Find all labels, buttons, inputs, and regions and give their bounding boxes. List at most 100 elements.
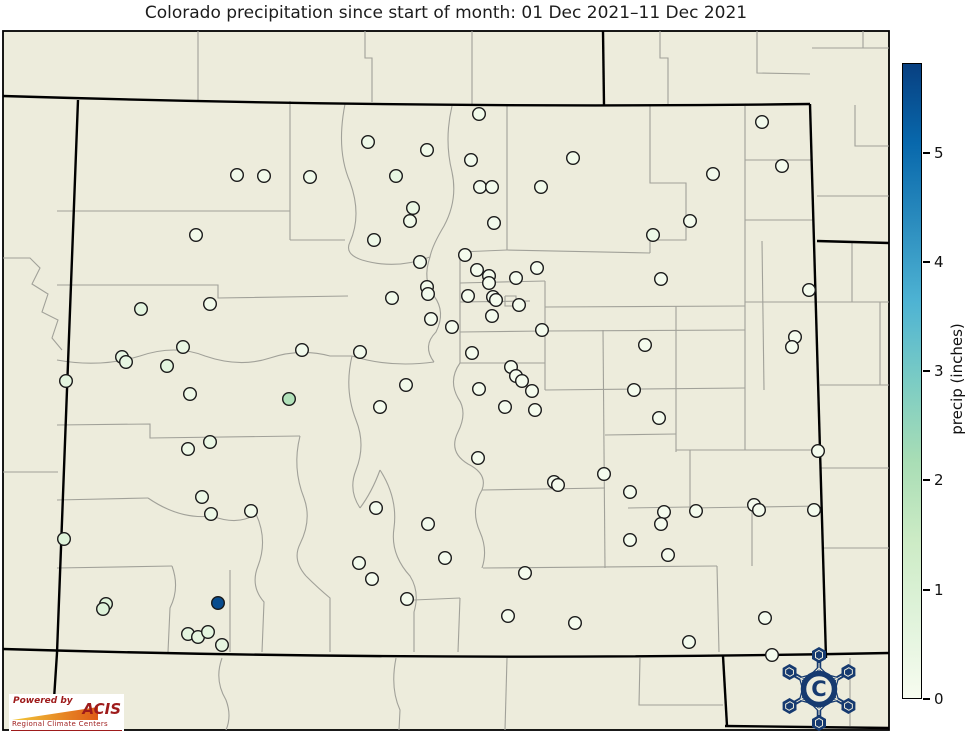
station-dot bbox=[683, 213, 698, 228]
colorbar-tick-label: 3 bbox=[934, 362, 944, 381]
station-dot bbox=[420, 142, 435, 157]
station-dot bbox=[295, 343, 310, 358]
station-dot bbox=[389, 168, 404, 183]
station-dot bbox=[706, 166, 721, 181]
station-dot bbox=[194, 490, 209, 505]
colorbar-tick-label: 2 bbox=[934, 471, 944, 490]
station-dot bbox=[180, 442, 195, 457]
station-dot bbox=[200, 625, 215, 640]
station-dot bbox=[528, 403, 543, 418]
colorbar-tick-label: 1 bbox=[934, 580, 944, 599]
station-dot bbox=[353, 345, 368, 360]
station-dot bbox=[458, 247, 473, 262]
station-dot bbox=[188, 227, 203, 242]
station-dot bbox=[765, 648, 780, 663]
station-dot bbox=[472, 106, 487, 121]
colorbar-tick-mark bbox=[923, 479, 930, 482]
station-dot bbox=[682, 635, 697, 650]
station-dot bbox=[159, 359, 174, 374]
station-dot bbox=[229, 167, 244, 182]
station-dot bbox=[515, 374, 530, 389]
station-dot bbox=[689, 504, 704, 519]
station-dot bbox=[421, 287, 436, 302]
station-dot bbox=[498, 400, 513, 415]
station-dot bbox=[807, 503, 822, 518]
station-dot bbox=[445, 320, 460, 335]
acis-logo: Powered by ACIS Regional Climate Centers bbox=[9, 694, 124, 731]
station-dot bbox=[471, 451, 486, 466]
acis-underline bbox=[11, 729, 122, 731]
colorbar-tick-mark bbox=[923, 588, 930, 591]
station-dot bbox=[461, 289, 476, 304]
station-dot bbox=[406, 200, 421, 215]
station-dot bbox=[785, 340, 800, 355]
station-dot bbox=[438, 551, 453, 566]
colorbar-tick-label: 5 bbox=[934, 143, 944, 162]
snowflake-logo-icon: C bbox=[782, 647, 856, 731]
station-dot bbox=[482, 276, 497, 291]
station-dot bbox=[133, 302, 148, 317]
station-dot bbox=[623, 485, 638, 500]
station-dot bbox=[489, 293, 504, 308]
station-dot bbox=[282, 392, 297, 407]
colorbar-tick-mark bbox=[923, 698, 930, 700]
station-dot bbox=[518, 566, 533, 581]
station-dot bbox=[202, 435, 217, 450]
station-dot bbox=[534, 179, 549, 194]
colorbar-tick-mark bbox=[923, 370, 930, 373]
station-dot bbox=[95, 602, 110, 617]
colorbar-tick-mark bbox=[923, 151, 930, 154]
station-dot bbox=[472, 382, 487, 397]
station-dot bbox=[175, 340, 190, 355]
station-dot bbox=[257, 168, 272, 183]
station-dot bbox=[413, 254, 428, 269]
station-dot bbox=[365, 572, 380, 587]
station-dot bbox=[509, 271, 524, 286]
station-dot bbox=[627, 383, 642, 398]
station-dot bbox=[399, 378, 414, 393]
station-dot bbox=[59, 374, 74, 389]
svg-text:C: C bbox=[811, 677, 826, 701]
colorbar-axis-label: precip (inches) bbox=[948, 323, 966, 435]
station-dot bbox=[473, 179, 488, 194]
station-dot bbox=[661, 548, 676, 563]
station-dot bbox=[303, 169, 318, 184]
station-dot bbox=[203, 507, 218, 522]
acis-powered-by-label: Powered by bbox=[13, 696, 73, 706]
station-dot bbox=[487, 215, 502, 230]
station-dot bbox=[361, 134, 376, 149]
acis-name-label: ACIS bbox=[82, 700, 121, 718]
station-dot bbox=[652, 411, 667, 426]
station-dot bbox=[369, 501, 384, 516]
station-dot bbox=[501, 609, 516, 624]
station-dot bbox=[530, 261, 545, 276]
acis-tagline-label: Regional Climate Centers bbox=[12, 720, 108, 728]
station-dot bbox=[646, 227, 661, 242]
station-dot bbox=[535, 323, 550, 338]
map-frame bbox=[2, 30, 890, 731]
station-dot bbox=[597, 467, 612, 482]
station-dot bbox=[367, 232, 382, 247]
station-dot bbox=[403, 213, 418, 228]
station-dot bbox=[202, 297, 217, 312]
station-dot bbox=[214, 638, 229, 653]
page-title: Colorado precipitation since start of mo… bbox=[144, 3, 748, 23]
station-dot bbox=[485, 309, 500, 324]
station-dot bbox=[802, 283, 817, 298]
station-dot bbox=[465, 346, 480, 361]
station-dot bbox=[182, 387, 197, 402]
station-dot bbox=[210, 596, 225, 611]
station-dot bbox=[352, 556, 367, 571]
station-dots bbox=[57, 106, 826, 663]
station-dot bbox=[758, 611, 773, 626]
station-dot bbox=[57, 532, 72, 547]
station-dot bbox=[657, 505, 672, 520]
colorbar-tick-label: 0 bbox=[934, 690, 944, 708]
station-dot bbox=[551, 478, 566, 493]
station-dot bbox=[485, 179, 500, 194]
station-dot bbox=[654, 517, 669, 532]
station-dot bbox=[775, 158, 790, 173]
station-dot bbox=[385, 291, 400, 306]
station-dot bbox=[243, 504, 258, 519]
station-dot bbox=[400, 592, 415, 607]
